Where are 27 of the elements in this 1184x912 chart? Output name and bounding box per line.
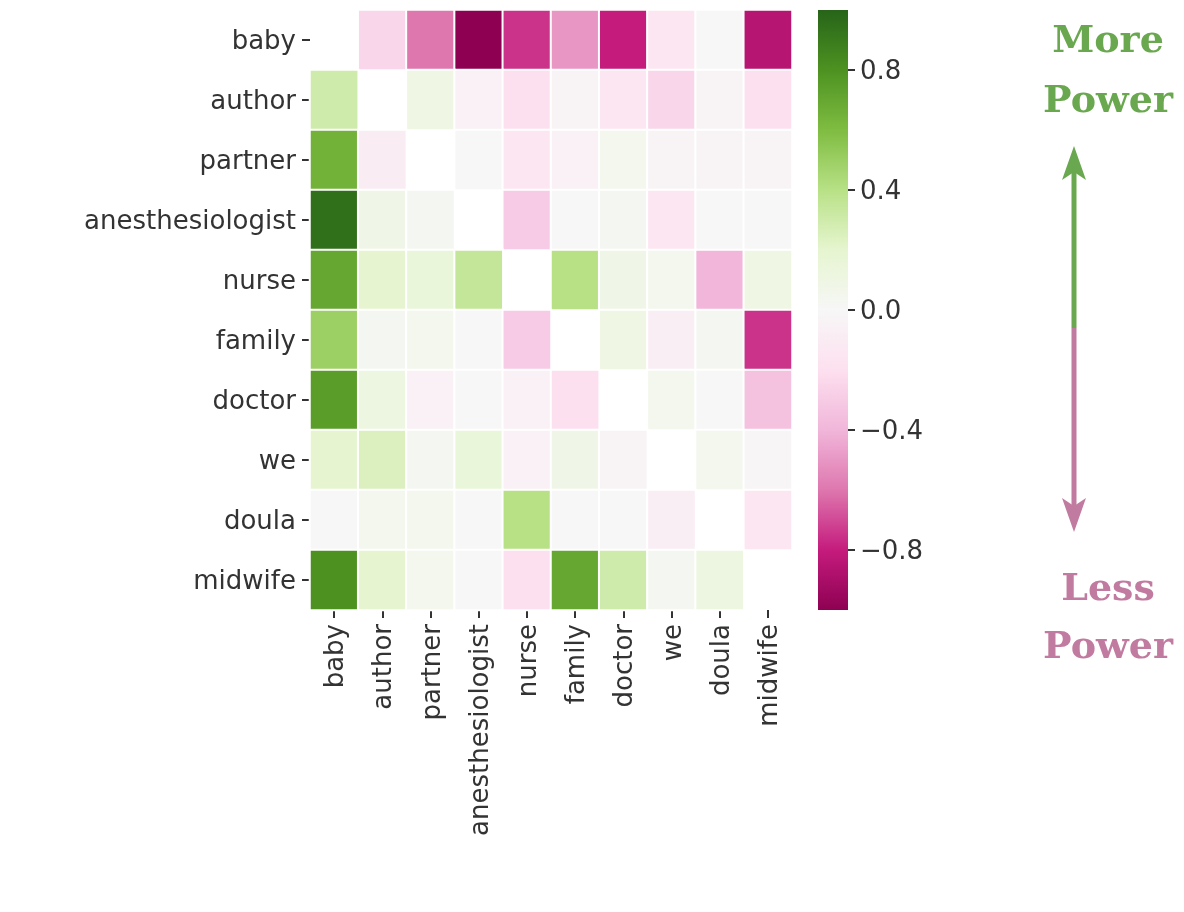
x-tick-label: midwife	[752, 624, 783, 727]
y-tick-label: anesthesiologist	[84, 205, 296, 235]
color-bar-label: −0.4	[860, 415, 924, 445]
x-tick-label: anesthesiologist	[463, 624, 494, 836]
x-tick-label: doctor	[608, 623, 639, 708]
x-tick-label: author	[367, 623, 398, 710]
y-tick-label: nurse	[222, 265, 296, 295]
text: More Power	[1043, 15, 1174, 121]
y-tick-label: doula	[223, 505, 296, 535]
y-tick-label: baby	[231, 25, 296, 55]
x-tick-label: nurse	[511, 624, 542, 698]
x-tick-label: doula	[704, 624, 735, 697]
x-tick-label: family	[560, 624, 591, 705]
color-bar-label: 0.0	[860, 295, 902, 325]
color-bar-label: 0.4	[860, 175, 902, 205]
y-tick-label: we	[258, 445, 296, 475]
y-tick-label: midwife	[193, 565, 296, 595]
y-tick-label: family	[215, 325, 296, 355]
color-bar-label: 0.8	[860, 55, 902, 85]
x-tick-label: we	[656, 624, 687, 662]
x-tick-label: baby	[319, 624, 350, 689]
y-tick-label: doctor	[212, 385, 297, 415]
y-tick-label: partner	[199, 145, 297, 175]
y-tick-label: author	[210, 85, 297, 115]
text: Less Power	[1043, 563, 1174, 667]
color-bar-label: −0.8	[860, 535, 924, 565]
x-tick-label: partner	[415, 623, 446, 721]
